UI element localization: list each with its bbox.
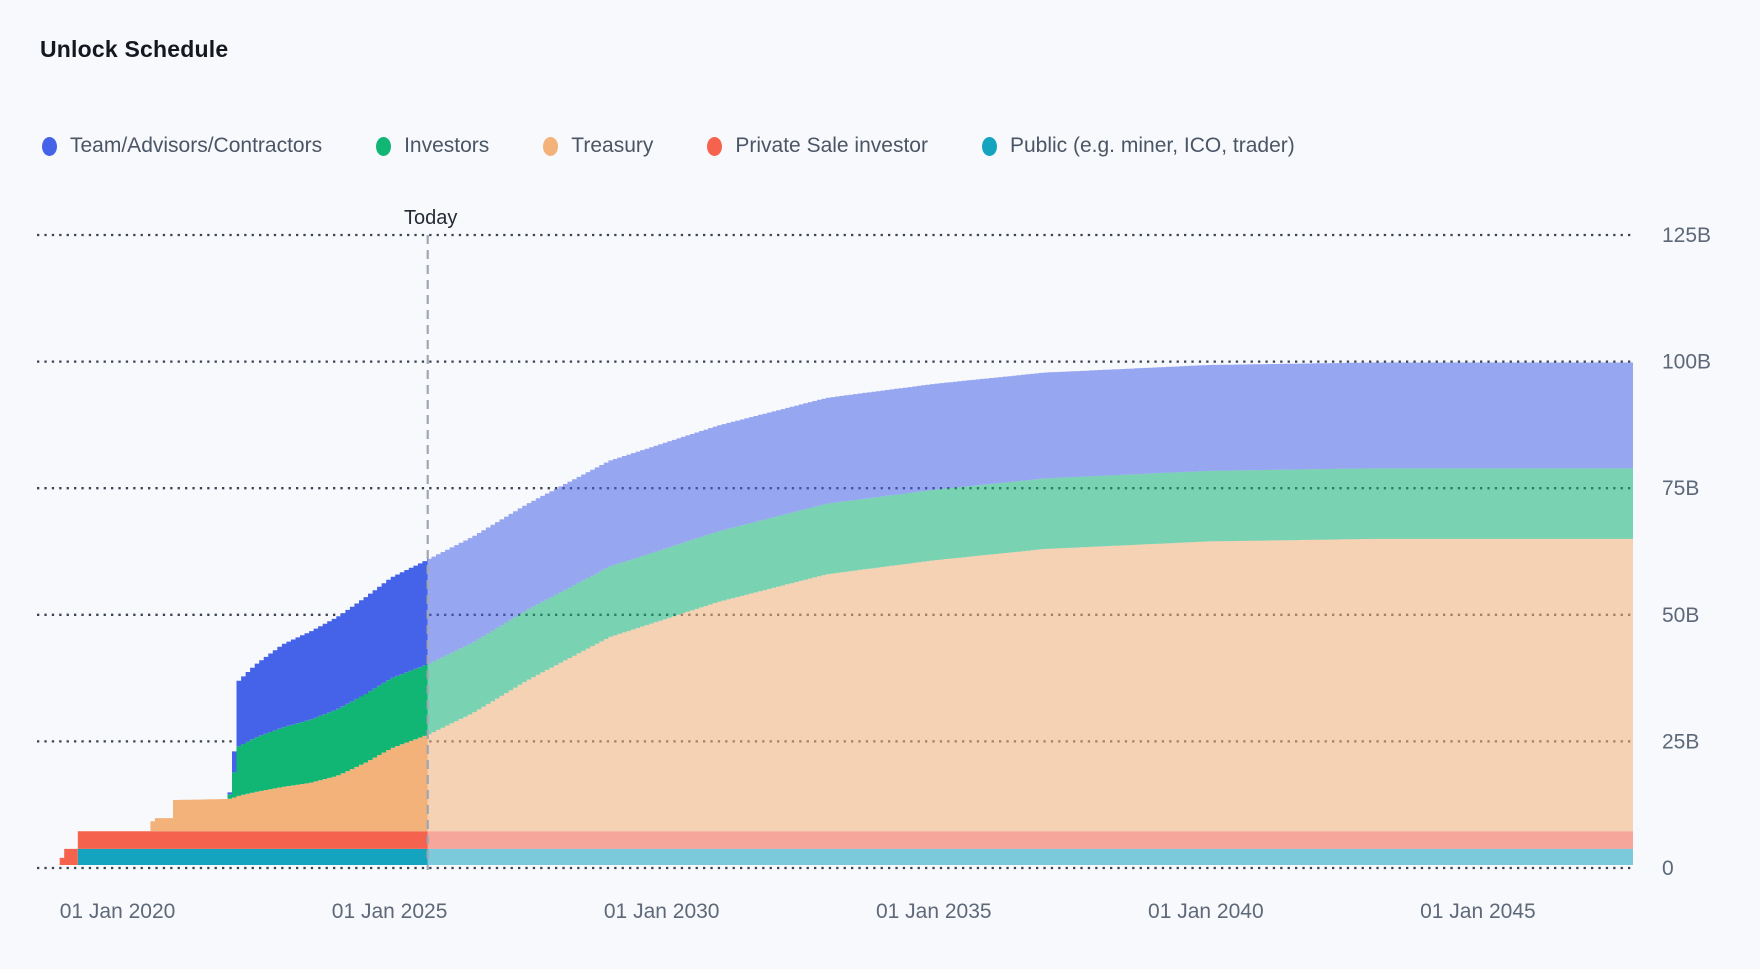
y-tick-label-100B: 100B xyxy=(1662,351,1711,374)
investors-swatch-icon xyxy=(376,136,392,156)
legend-label: Public (e.g. miner, ICO, trader) xyxy=(1009,134,1295,157)
x-tick-label-2030: 01 Jan 2030 xyxy=(604,900,720,923)
private-sale-investor-swatch-icon xyxy=(707,136,723,156)
legend-item-treasury[interactable]: Treasury xyxy=(543,134,653,158)
x-tick-label-2040: 01 Jan 2040 xyxy=(1148,900,1264,923)
plot-area[interactable] xyxy=(37,237,1633,868)
legend-item-private-sale-investor[interactable]: Private Sale investor xyxy=(707,134,928,158)
area-band-public-e-g-miner-ico-trader xyxy=(37,848,428,865)
area-band-public-e-g-miner-ico-trader-future xyxy=(427,848,1633,865)
x-tick-label-2045: 01 Jan 2045 xyxy=(1420,900,1536,923)
legend-item-public-e-g-miner-ico-trader[interactable]: Public (e.g. miner, ICO, trader) xyxy=(981,134,1295,158)
y-tick-label-125B: 125B xyxy=(1662,224,1711,247)
area-band-treasury xyxy=(37,734,428,865)
x-tick-label-2025: 01 Jan 2025 xyxy=(332,900,448,923)
legend-label: Private Sale investor xyxy=(735,134,928,157)
area-band-team-advisors-contractors xyxy=(37,558,428,865)
legend-label: Treasury xyxy=(571,134,654,157)
x-tick-label-2020: 01 Jan 2020 xyxy=(60,900,176,923)
y-tick-label-0: 0 xyxy=(1662,857,1674,880)
area-group-unlocked xyxy=(37,558,428,865)
x-tick-label-2035: 01 Jan 2035 xyxy=(876,900,992,923)
area-band-private-sale-investor xyxy=(37,831,428,865)
treasury-swatch-icon xyxy=(543,136,559,156)
area-band-team-advisors-contractors-future xyxy=(427,362,1633,664)
public-e-g-miner-ico-trader-swatch-icon xyxy=(981,136,997,156)
page-title: Unlock Schedule xyxy=(40,36,229,62)
legend-label: Investors xyxy=(404,134,490,157)
y-tick-label-25B: 25B xyxy=(1662,730,1699,753)
legend-item-investors[interactable]: Investors xyxy=(376,134,489,158)
area-band-treasury-future xyxy=(427,538,1633,832)
area-band-investors xyxy=(37,663,428,865)
y-tick-label-50B: 50B xyxy=(1662,604,1699,627)
area-group-future xyxy=(427,362,1633,865)
chart-legend: Team/Advisors/Contractors Investors Treasu… xyxy=(42,134,1295,158)
team-advisors-contractors-swatch-icon xyxy=(42,136,57,156)
legend-label: Team/Advisors/Contractors xyxy=(70,134,323,157)
y-tick-label-75B: 75B xyxy=(1662,477,1699,500)
area-band-investors-future xyxy=(427,468,1633,735)
area-band-private-sale-investor-future xyxy=(427,831,1633,849)
legend-item-team-advisors-contractors[interactable]: Team/Advisors/Contractors xyxy=(42,134,322,158)
today-label: Today xyxy=(404,207,457,229)
